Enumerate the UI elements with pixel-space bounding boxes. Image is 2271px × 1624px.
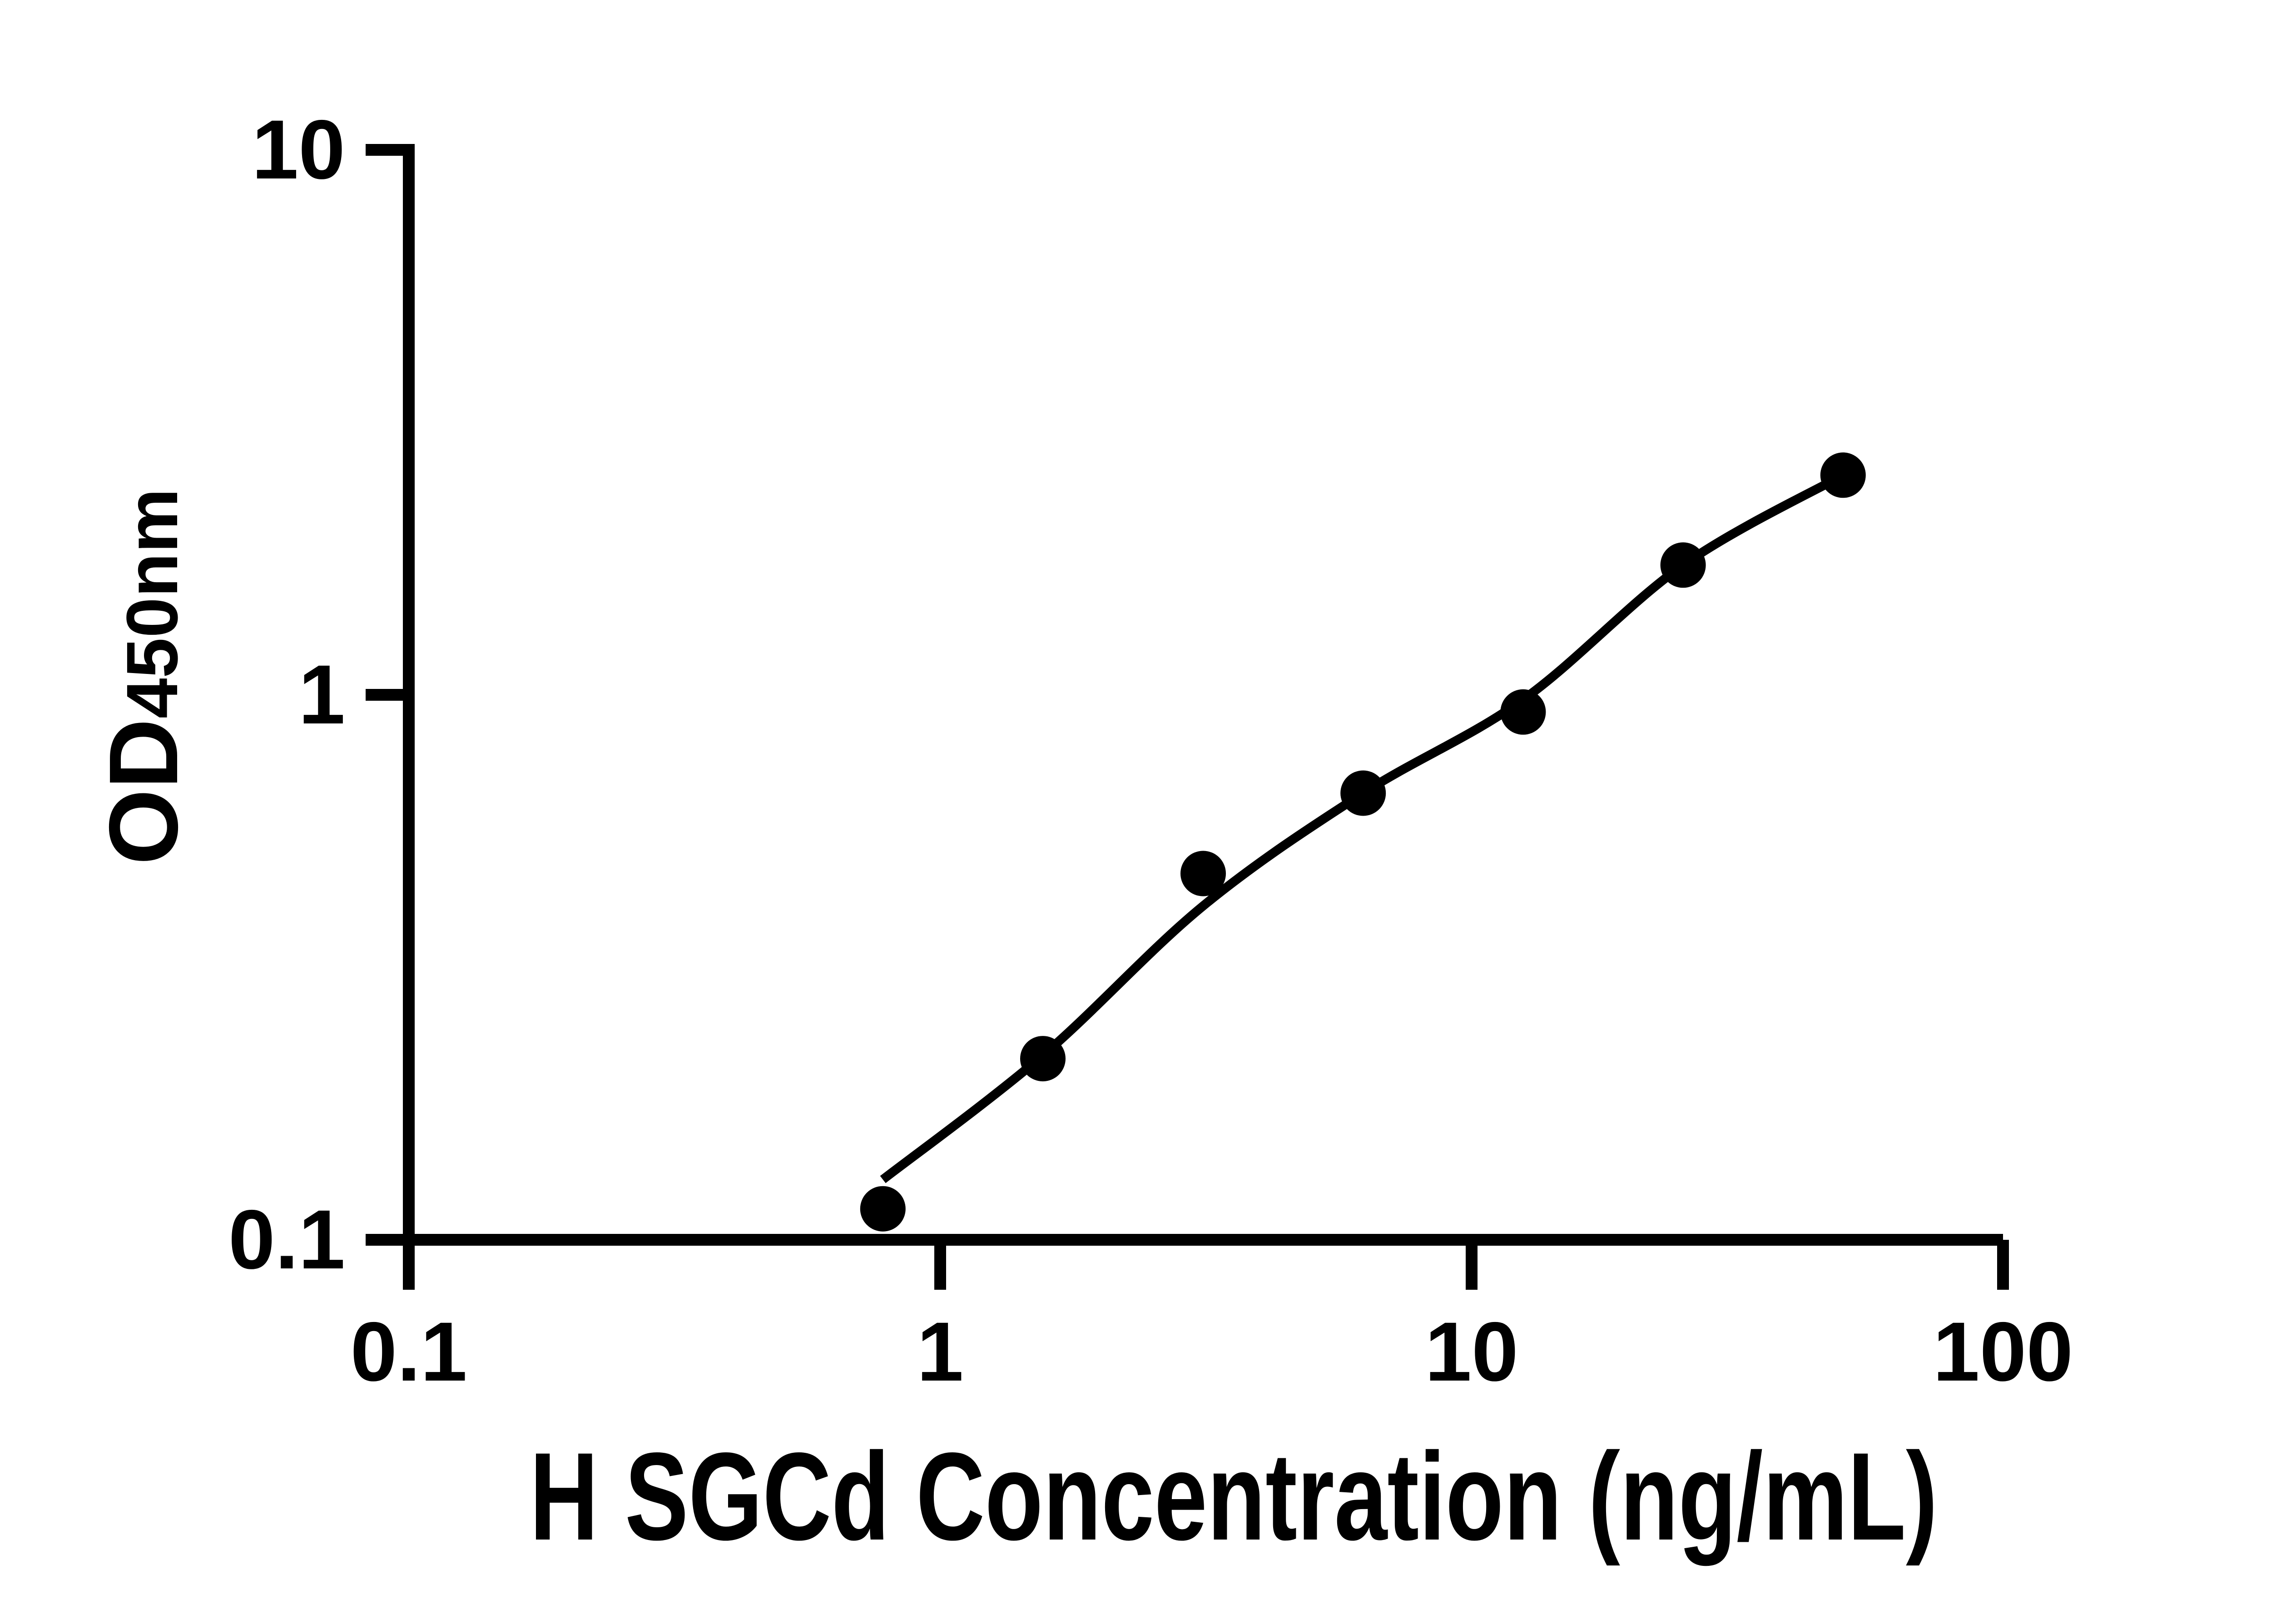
data-point	[1180, 851, 1226, 896]
data-point	[1020, 1036, 1066, 1082]
y-axis-title-subscript: 450nm	[111, 488, 193, 718]
x-axis-title: H SGCd Concentration (ng/mL)	[530, 1427, 1938, 1567]
data-point	[1500, 689, 1546, 735]
x-tick-label: 100	[1933, 1305, 2073, 1399]
data-point	[1820, 452, 1866, 498]
x-tick-label: 1	[917, 1305, 964, 1399]
y-tick-label: 0.1	[228, 1193, 345, 1287]
x-tick-label: 0.1	[350, 1305, 467, 1399]
data-point	[1340, 770, 1386, 816]
x-axis-ticks: 0.1 1 10 100	[350, 1240, 2073, 1399]
axes: 10 1 0.1 0.1 1 10 100	[228, 103, 2073, 1399]
data-point	[860, 1186, 906, 1232]
y-tick-label: 10	[252, 103, 345, 197]
data-point	[1660, 542, 1706, 588]
plot-area	[860, 452, 1866, 1232]
y-axis-title-main: OD	[89, 718, 198, 865]
y-axis-title: OD450nm	[89, 488, 198, 865]
x-tick-label: 10	[1425, 1305, 1518, 1399]
y-tick-label: 1	[298, 648, 345, 742]
data-points	[860, 452, 1866, 1232]
y-axis-ticks: 10 1 0.1	[228, 103, 409, 1287]
